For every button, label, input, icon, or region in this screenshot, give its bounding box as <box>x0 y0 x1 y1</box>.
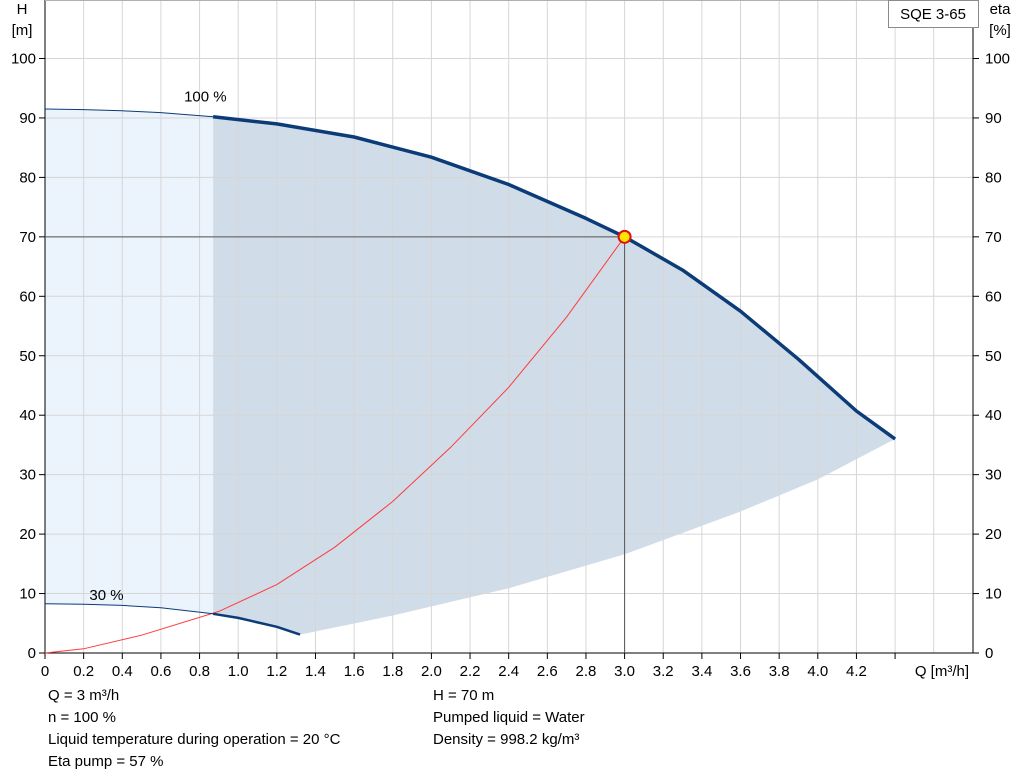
flow-rate-text: Q = 3 m³/h <box>48 687 120 704</box>
y-tick-label-right: 50 <box>985 348 1002 365</box>
y-tick-label-left: 80 <box>19 169 36 186</box>
y-tick-label-right: 100 <box>985 51 1010 68</box>
x-tick-label: 2.0 <box>421 663 442 680</box>
liquid-temperature-text: Liquid temperature during operation = 20… <box>48 731 341 748</box>
x-axis-label: Q [m³/h] <box>915 663 969 680</box>
y-tick-label-right: 80 <box>985 169 1002 186</box>
x-tick-label: 3.4 <box>691 663 712 680</box>
eta-pump-text: Eta pump = 57 % <box>48 753 164 770</box>
operating-info-left: Q = 3 m³/h n = 100 % Liquid temperature … <box>48 685 340 773</box>
y-tick-label-right: 40 <box>985 407 1002 424</box>
y-tick-label-left: 20 <box>19 526 36 543</box>
head-curve-100 <box>212 115 897 441</box>
x-tick-label: 2.2 <box>460 663 481 680</box>
x-tick-label: 3.0 <box>614 663 635 680</box>
y-tick-label-right: 70 <box>985 229 1002 246</box>
head-curve-30 <box>212 612 301 636</box>
pumped-liquid-text: Pumped liquid = Water <box>433 709 585 726</box>
y-tick-label-left: 10 <box>19 586 36 603</box>
title-box <box>888 0 979 28</box>
head-curve-100-low-flow <box>44 108 214 118</box>
y-tick-label-left: 60 <box>19 288 36 305</box>
operating-info-right: H = 70 m Pumped liquid = Water Density =… <box>433 685 585 751</box>
y-tick-label-right: 90 <box>985 110 1002 127</box>
y-tick-label-left: 40 <box>19 407 36 424</box>
x-tick-label: 0.8 <box>189 663 210 680</box>
x-tick-label: 4.2 <box>846 663 867 680</box>
y-axis-unit-right: [%] <box>989 22 1011 39</box>
speed-text: n = 100 % <box>48 709 116 726</box>
x-tick-label: 1.2 <box>266 663 287 680</box>
density-text: Density = 998.2 kg/m³ <box>433 731 580 748</box>
y-tick-label-right: 60 <box>985 288 1002 305</box>
curve-label-100: 100 % <box>184 88 227 105</box>
y-tick-label-left: 0 <box>28 645 36 662</box>
x-tick-label: 2.6 <box>537 663 558 680</box>
y-tick-label-left: 50 <box>19 348 36 365</box>
y-tick-label-left: 100 <box>11 51 36 68</box>
y-axis-label-left: H <box>17 1 28 18</box>
x-tick-label: 0.6 <box>150 663 171 680</box>
x-tick-label: 1.4 <box>305 663 326 680</box>
x-tick-label: 0 <box>41 663 49 680</box>
x-tick-label: 1.6 <box>344 663 365 680</box>
y-tick-label-left: 30 <box>19 467 36 484</box>
duty-point-marker <box>617 229 632 244</box>
y-tick-label-right: 20 <box>985 526 1002 543</box>
x-tick-label: 1.0 <box>228 663 249 680</box>
x-tick-label: 3.8 <box>769 663 790 680</box>
y-axis-label-right: eta <box>990 1 1012 18</box>
operating-area <box>213 116 896 635</box>
x-tick-label: 0.4 <box>112 663 133 680</box>
head-curve-30-low-flow <box>44 603 214 615</box>
head-text: H = 70 m <box>433 687 495 704</box>
grid <box>44 0 973 653</box>
low-flow-region <box>45 109 214 614</box>
y-tick-label-right: 10 <box>985 586 1002 603</box>
x-tick-label: 2.8 <box>576 663 597 680</box>
x-tick-label: 1.8 <box>382 663 403 680</box>
x-tick-label: 4.0 <box>807 663 828 680</box>
x-tick-label: 3.6 <box>730 663 751 680</box>
y-tick-label-left: 90 <box>19 110 36 127</box>
x-tick-label: 3.2 <box>653 663 674 680</box>
chart-title: SQE 3-65 <box>900 6 966 23</box>
x-tick-label: 0.2 <box>73 663 94 680</box>
curve-label-30: 30 % <box>89 587 123 604</box>
y-tick-label-right: 30 <box>985 467 1002 484</box>
y-tick-label-left: 70 <box>19 229 36 246</box>
x-tick-label: 2.4 <box>498 663 519 680</box>
y-tick-label-right: 0 <box>985 645 993 662</box>
y-axis-unit-left: [m] <box>12 22 33 39</box>
system-curve <box>44 236 626 654</box>
